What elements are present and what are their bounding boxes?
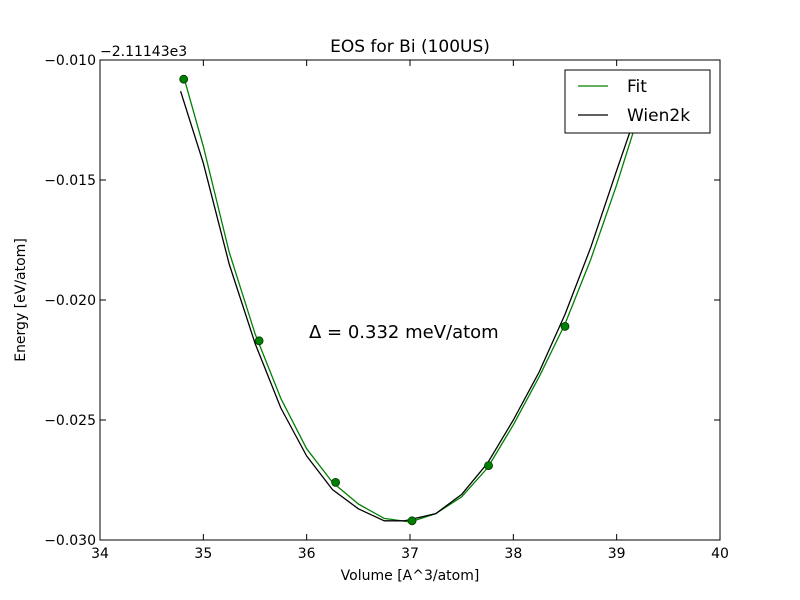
x-tick-label: 34 [91,546,109,562]
data-point [560,321,570,331]
chart-title: EOS for Bi (100US) [330,37,490,57]
x-axis-label: Volume [A^3/atom] [341,568,480,584]
y-tick-label: −0.010 [44,53,96,69]
y-tick-label: −0.025 [44,413,96,429]
legend-box [564,69,711,134]
tick-layer: 34 35 36 37 38 39 40 −0.010 −0.015 −0.020 −0.025 −0… [44,53,729,562]
data-point [484,461,493,471]
legend-label-wien2k: Wien2k [627,106,690,126]
y-tick-label: −0.020 [44,293,96,309]
series-layer [179,74,637,526]
series-line-wien2k [179,91,634,522]
x-tick-label: 38 [504,546,522,562]
plot-area [100,60,720,540]
y-axis-label: Energy [eV/atom] [13,238,29,362]
x-tick-label: 39 [608,546,626,562]
legend-label-fit: Fit [627,77,647,97]
y-axis-offset-label: −2.11143e3 [100,44,187,60]
x-tick-label: 35 [194,546,212,562]
data-point [331,477,341,487]
x-tick-label: 40 [711,546,729,562]
delta-annotation: Δ = 0.332 meV/atom [309,322,499,343]
data-point [407,516,417,526]
y-tick-label: −0.015 [44,173,96,189]
data-point [254,336,264,346]
y-tick-label: −0.030 [44,533,96,549]
x-tick-label: 36 [298,546,316,562]
plot-frame [99,59,721,541]
data-point [179,74,189,84]
x-tick-label: 37 [401,546,419,562]
legend: Fit Wien2k [564,69,711,134]
